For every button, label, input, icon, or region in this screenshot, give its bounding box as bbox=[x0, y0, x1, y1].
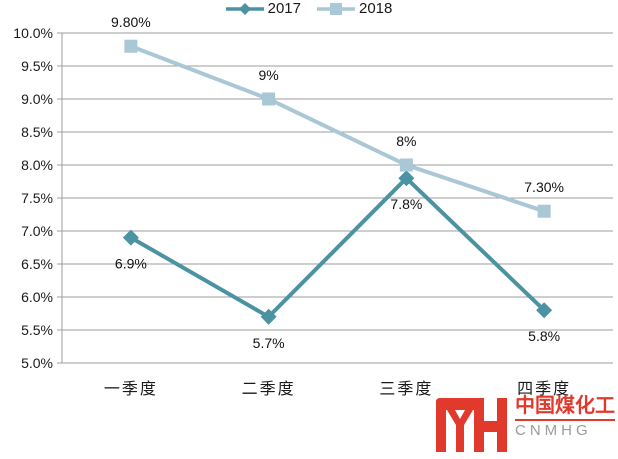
data-label-2017: 5.8% bbox=[528, 328, 560, 344]
y-tick-label: 5.0% bbox=[21, 355, 53, 371]
y-tick-label: 5.5% bbox=[21, 322, 53, 338]
logo-text-block: 中国煤化工 CNMHG bbox=[515, 394, 615, 440]
diamond-marker-2017 bbox=[536, 302, 553, 319]
x-category-label: 二季度 bbox=[242, 380, 296, 398]
logo-divider bbox=[515, 419, 615, 421]
x-category-label: 三季度 bbox=[379, 380, 433, 398]
data-label-2017: 5.7% bbox=[253, 335, 285, 351]
diamond-marker-2017 bbox=[260, 308, 277, 325]
data-label-2018: 7.30% bbox=[524, 179, 564, 195]
legend-item-2017: 2017 bbox=[225, 0, 301, 17]
data-label-2017: 7.8% bbox=[390, 196, 422, 212]
data-label-2018: 9% bbox=[259, 67, 279, 83]
diamond-marker-2017 bbox=[398, 170, 415, 187]
legend-item-2018: 2018 bbox=[317, 0, 392, 17]
square-marker-2018 bbox=[399, 158, 413, 172]
logo-mark bbox=[436, 398, 507, 452]
y-tick-label: 6.0% bbox=[21, 289, 53, 305]
logo-en-text: CNMHG bbox=[515, 422, 592, 439]
y-tick-label: 10.0% bbox=[13, 25, 53, 41]
logo-cn-text: 中国煤化工 bbox=[515, 395, 615, 417]
x-category-label: 四季度 bbox=[517, 380, 571, 398]
legend-square-swatch-icon bbox=[317, 2, 355, 15]
watermark-logo: 中国煤化工 CNMHG bbox=[436, 394, 615, 452]
y-tick-label: 9.0% bbox=[21, 91, 53, 107]
square-marker-2018 bbox=[262, 92, 276, 106]
diamond-marker-2017 bbox=[122, 229, 139, 246]
data-label-2018: 9.80% bbox=[111, 14, 151, 30]
y-tick-label: 7.0% bbox=[21, 223, 53, 239]
x-category-label: 一季度 bbox=[104, 380, 158, 398]
chart-svg: 10.0% 9.5% 9.0% 8.5% 8.0% 7.5% 7.0% 6.5% 6.0% 5.5… bbox=[13, 14, 613, 398]
series-line-2018 bbox=[130, 44, 545, 214]
legend-diamond-swatch-icon bbox=[225, 2, 264, 15]
y-tick-label: 9.5% bbox=[21, 58, 53, 74]
y-tick-label: 6.5% bbox=[21, 256, 53, 272]
legend-label: 2017 bbox=[267, 0, 301, 17]
series-line-2017 bbox=[129, 175, 546, 320]
y-tick-label: 8.5% bbox=[21, 124, 53, 140]
cnmhg-logo-icon bbox=[436, 398, 507, 452]
y-tick-label: 7.5% bbox=[21, 190, 53, 206]
square-marker-2018 bbox=[124, 39, 138, 53]
square-marker-2018 bbox=[537, 204, 551, 218]
data-label-2017: 6.9% bbox=[115, 256, 147, 272]
legend-label: 2018 bbox=[359, 0, 393, 17]
data-label-2018: 8% bbox=[396, 133, 416, 149]
chart-legend: 2017 2018 bbox=[0, 0, 618, 17]
y-tick-label: 8.0% bbox=[21, 157, 53, 173]
